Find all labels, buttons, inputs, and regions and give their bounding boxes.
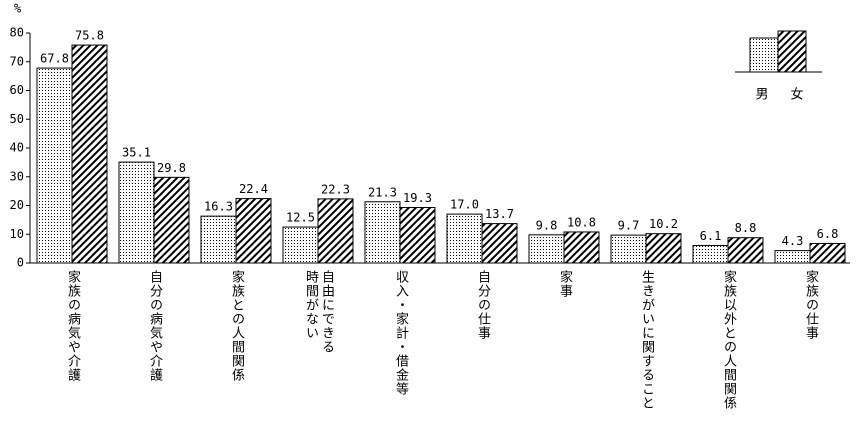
value-label: 19.3 [403,191,432,205]
bar [528,234,565,264]
value-label: 16.3 [204,200,233,214]
value-label: 9.7 [618,219,640,233]
bar [563,231,600,264]
bar [645,233,682,264]
value-label: 17.0 [450,198,479,212]
bar [809,242,846,264]
legend-label: 男 [755,88,768,103]
bar [282,226,319,264]
value-label: 29.8 [157,161,186,175]
x-tick-label: 家族の仕事 [803,270,818,340]
value-label: 10.2 [649,217,678,231]
value-label: 13.7 [485,207,514,221]
value-label: 9.8 [536,218,558,232]
bar [118,161,155,264]
y-tick-label: 40 [10,141,24,155]
x-tick-label: 自由にできる 時間がない [303,270,334,354]
bar [364,201,401,264]
bar [200,215,237,264]
value-label: 10.8 [567,215,596,229]
value-label: 8.8 [735,221,757,235]
value-label: 21.3 [368,185,397,199]
y-tick-label: 0 [17,256,24,270]
y-axis-label: % [14,2,22,16]
x-tick-label: 生きがいに関すること [639,270,654,410]
bar [399,207,436,264]
y-tick-label: 50 [10,112,24,126]
value-label: 35.1 [122,146,151,160]
legend-label: 女 [790,87,803,103]
bar [317,198,354,264]
bar [71,44,108,264]
y-tick-label: 70 [10,54,24,68]
x-tick-label: 自分の仕事 [475,270,490,340]
x-tick-label: 自分の病気や介護 [147,270,162,382]
x-tick-label: 家事 [557,270,572,298]
y-tick-label: 60 [10,83,24,97]
value-label: 6.8 [817,227,839,241]
x-tick-label: 家族との人間関係 [229,270,244,382]
value-label: 67.8 [40,52,69,66]
value-label: 22.4 [239,182,268,196]
bar [153,176,190,264]
bar [692,244,729,264]
x-tick-label: 家族の病気や介護 [65,270,80,382]
y-tick-label: 10 [10,227,24,241]
y-tick-label: 20 [10,198,24,212]
legend-swatch [777,30,807,73]
legend-swatch [749,37,779,73]
y-tick-label: 30 [10,169,24,183]
bar [610,234,647,264]
value-label: 22.3 [321,182,350,196]
bar [36,67,73,264]
y-tick-label: 80 [10,26,24,40]
x-tick-label: 家族以外との人間関係 [721,270,736,410]
x-tick-label: 収入・家計・借金等 [393,270,408,396]
value-label: 6.1 [700,229,722,243]
bar [481,223,518,264]
bar [235,198,272,264]
bar [727,237,764,264]
bar [446,213,483,264]
value-label: 12.5 [286,211,315,225]
value-label: 4.3 [782,234,804,248]
bar [774,250,811,264]
value-label: 75.8 [75,29,104,43]
